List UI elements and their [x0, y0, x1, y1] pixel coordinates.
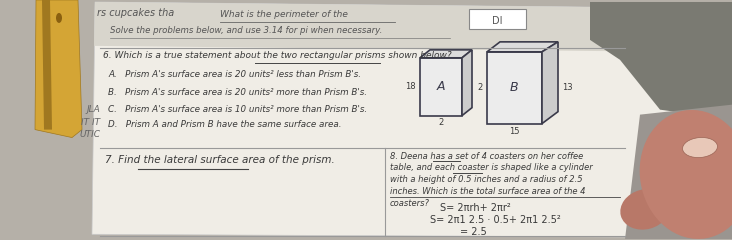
Polygon shape	[35, 0, 82, 138]
Text: B.   Prism A's surface area is 20 units² more than Prism B's.: B. Prism A's surface area is 20 units² m…	[108, 88, 367, 97]
Text: 7. Find the lateral surface area of the prism.: 7. Find the lateral surface area of the …	[105, 155, 335, 164]
Text: Solve the problems below, and use 3.14 for pi when necessary.: Solve the problems below, and use 3.14 f…	[110, 26, 382, 35]
Text: 18: 18	[406, 82, 416, 91]
Text: with a height of 0.5 inches and a radius of 2.5: with a height of 0.5 inches and a radius…	[390, 175, 583, 185]
Polygon shape	[625, 105, 732, 239]
Bar	[420, 58, 462, 116]
Text: B: B	[509, 81, 518, 94]
Text: 2: 2	[438, 118, 444, 127]
Ellipse shape	[56, 13, 62, 23]
Ellipse shape	[682, 138, 717, 158]
Text: A.   Prism A's surface area is 20 units² less than Prism B's.: A. Prism A's surface area is 20 units² l…	[108, 70, 361, 79]
Polygon shape	[542, 42, 558, 124]
Text: JLA: JLA	[86, 105, 100, 114]
Bar	[487, 52, 542, 124]
Ellipse shape	[620, 189, 670, 230]
Text: UTIC: UTIC	[79, 130, 100, 138]
Text: S= 2πrh+ 2πr²: S= 2πrh+ 2πr²	[440, 203, 511, 213]
Text: IT IT: IT IT	[81, 118, 100, 127]
Text: D.   Prism A and Prism B have the same surface area.: D. Prism A and Prism B have the same sur…	[108, 120, 342, 129]
Polygon shape	[487, 42, 558, 52]
Text: coasters?: coasters?	[390, 199, 430, 208]
Text: 8. Deena has a set of 4 coasters on her coffee: 8. Deena has a set of 4 coasters on her …	[390, 151, 583, 161]
Text: What is the perimeter of the: What is the perimeter of the	[220, 10, 348, 19]
Polygon shape	[92, 2, 680, 237]
FancyBboxPatch shape	[469, 9, 526, 29]
Text: table, and each coaster is shaped like a cylinder: table, and each coaster is shaped like a…	[390, 163, 593, 173]
Text: 15: 15	[509, 126, 519, 136]
Text: DI: DI	[492, 16, 502, 26]
Polygon shape	[42, 0, 52, 130]
Polygon shape	[590, 2, 732, 120]
Polygon shape	[462, 50, 472, 116]
Text: C.   Prism A's surface area is 10 units² more than Prism B's.: C. Prism A's surface area is 10 units² m…	[108, 105, 367, 114]
Polygon shape	[94, 2, 680, 52]
Text: 2: 2	[478, 83, 483, 92]
Text: S= 2π1 2.5 · 0.5+ 2π1 2.5²: S= 2π1 2.5 · 0.5+ 2π1 2.5²	[430, 215, 561, 225]
Text: 6. Which is a true statement about the two rectangular prisms shown below?: 6. Which is a true statement about the t…	[103, 51, 452, 60]
Text: rs cupcakes tha: rs cupcakes tha	[97, 8, 174, 18]
Text: 13: 13	[562, 83, 572, 92]
Ellipse shape	[640, 110, 732, 239]
Text: inches. Which is the total surface area of the 4: inches. Which is the total surface area …	[390, 187, 586, 196]
Text: A: A	[437, 80, 445, 93]
Text: = 2.5: = 2.5	[460, 227, 487, 237]
Polygon shape	[420, 50, 472, 58]
